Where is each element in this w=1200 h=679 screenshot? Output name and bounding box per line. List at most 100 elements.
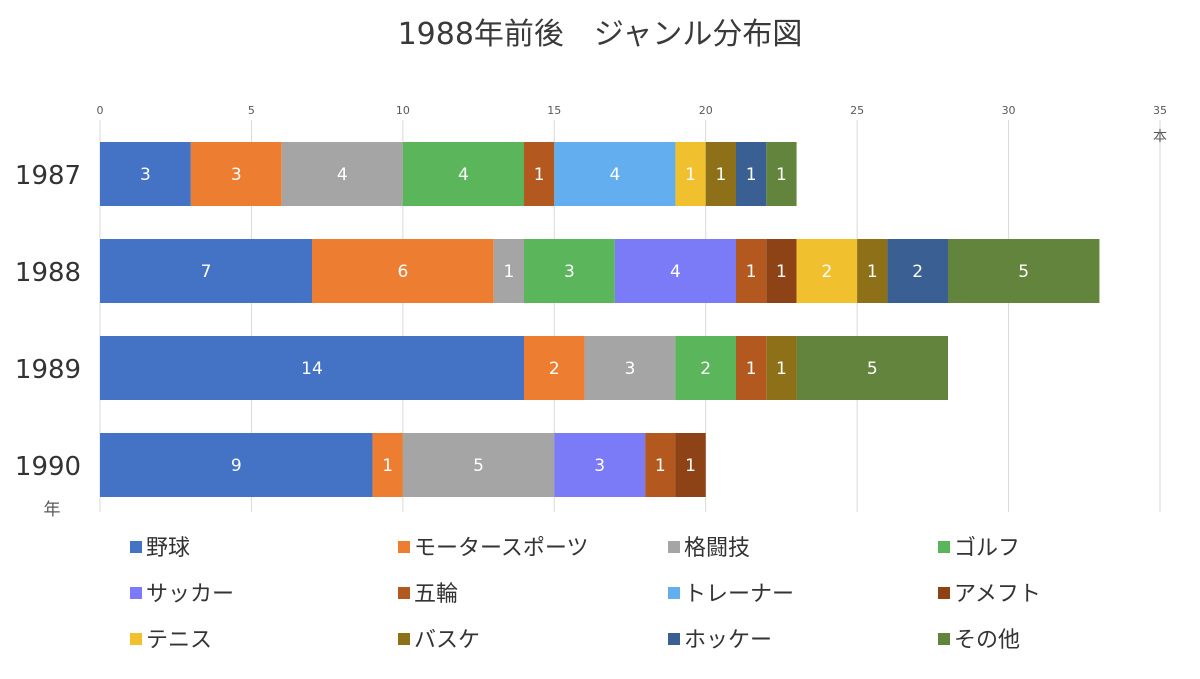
legend-label: 野球 [146,536,190,561]
data-label: 1 [685,165,696,185]
legend-swatch [938,541,950,553]
bar-segment [554,142,676,206]
bar-segment [493,239,524,303]
legend-label: ホッケー [684,628,772,653]
legend-label: 五輪 [414,582,458,607]
legend-swatch [130,633,142,645]
bar-segment [100,142,191,206]
bar-segment [736,239,767,303]
data-label: 4 [337,165,348,185]
y-category-label: 1989 [15,355,81,385]
bar-segment [584,336,676,400]
data-label: 14 [301,359,323,379]
legend-swatch [668,541,680,553]
data-label: 1 [776,359,787,379]
bar-segment [736,142,767,206]
data-label: 7 [201,262,212,282]
legend-label: サッカー [146,582,234,607]
bar-segment [100,239,312,303]
x-tick-label: 25 [850,104,864,117]
bar-segments [100,142,1100,497]
legend-label: トレーナー [684,582,794,607]
data-label: 1 [382,456,393,476]
bar-segment [524,336,585,400]
data-label: 1 [715,165,726,185]
y-category-label: 1988 [15,258,81,288]
legend-label: バスケ [414,628,480,653]
bar-segment [372,433,403,497]
bar-segment [281,142,403,206]
legend-swatch [398,633,410,645]
legend-label: モータースポーツ [414,536,588,561]
legend-swatch [398,587,410,599]
data-label: 1 [776,165,787,185]
bar-segment [675,142,706,206]
bar-segment [705,142,736,206]
x-tick-label: 10 [396,104,410,117]
legend-swatch [938,587,950,599]
data-labels: 3 3 4 4 1 4 1 1 1 17 6 1 3 4 1 1 2 1 2 514 2 3 2 1 1 59 1 5 3 1 1 [140,165,1029,476]
data-label: 1 [655,456,666,476]
x-axis-unit-label: 本 [1153,129,1167,145]
bar-segment [796,336,948,400]
data-label: 4 [670,262,681,282]
x-tick-label: 15 [547,104,561,117]
legend-label: その他 [954,628,1020,653]
legend-swatch [398,541,410,553]
x-tick-label: 20 [699,104,713,117]
data-label: 1 [776,262,787,282]
data-label: 2 [549,359,560,379]
bar-segment [100,336,524,400]
legend-label: ゴルフ [954,536,1020,561]
data-label: 3 [140,165,151,185]
x-tick-label: 30 [1002,104,1016,117]
bar-segment [645,433,676,497]
data-label: 1 [746,165,757,185]
bar-segment [857,239,888,303]
bar-segment [766,336,797,400]
legend-swatch [668,633,680,645]
bar-segment [796,239,858,303]
x-tick-label: 5 [248,104,255,117]
y-axis-unit-label: 年 [44,500,61,520]
bar-segment [100,433,373,497]
x-axis-ticks: 0 5 10 15 20 25 30 35 [97,104,1168,117]
data-label: 1 [534,165,545,185]
data-label: 3 [594,456,605,476]
data-label: 4 [609,165,620,185]
data-label: 2 [700,359,711,379]
bar-segment [190,142,282,206]
bar-segment [766,239,797,303]
data-label: 4 [458,165,469,185]
data-label: 1 [503,262,514,282]
y-category-label: 1987 [15,161,81,191]
data-label: 5 [867,359,878,379]
legend-label: アメフト [954,582,1041,607]
data-label: 1 [867,262,878,282]
bar-segment [402,142,524,206]
data-label: 3 [625,359,636,379]
bar-segment [948,239,1100,303]
data-label: 2 [912,262,923,282]
data-label: 2 [821,262,832,282]
bar-segment [675,336,736,400]
bar-segment [736,336,767,400]
x-tick-label: 35 [1153,104,1167,117]
bar-segment [766,142,797,206]
data-label: 5 [473,456,484,476]
bar-segment [614,239,736,303]
legend-swatch [668,587,680,599]
data-label: 9 [231,456,242,476]
data-label: 3 [564,262,575,282]
bar-segment [312,239,494,303]
data-label: 3 [231,165,242,185]
legend-label: 格闘技 [684,536,750,561]
bar-segment [524,142,555,206]
data-label: 6 [397,262,408,282]
bar-segment [402,433,555,497]
bar-segment [524,239,615,303]
legend-swatch [938,633,950,645]
